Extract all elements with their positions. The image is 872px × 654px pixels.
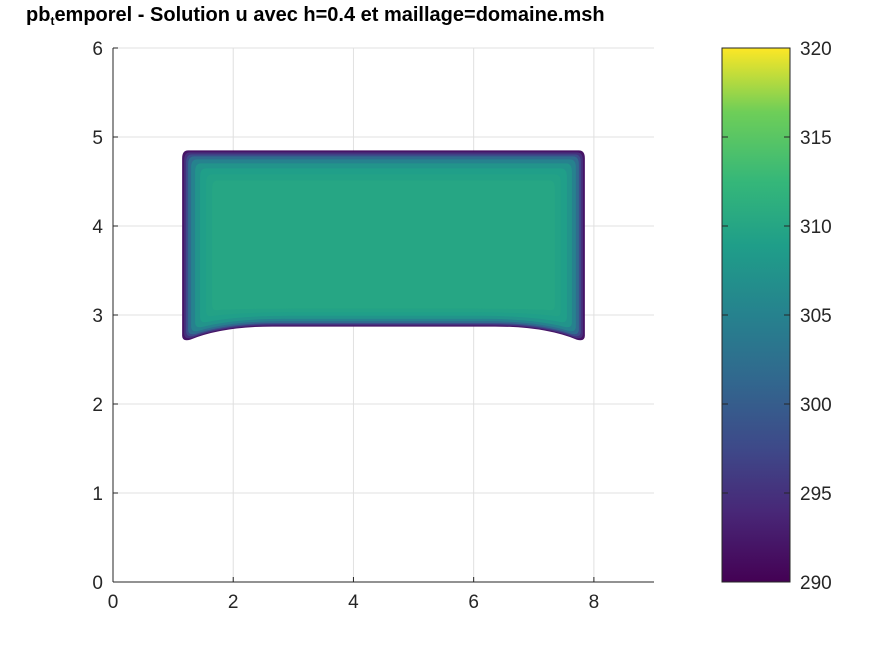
colorbar-tick-label: 290 [800, 573, 832, 594]
colorbar-gradient [721, 47, 791, 583]
y-tick-label: 2 [92, 395, 103, 416]
title-subscript: t [50, 14, 55, 28]
colorbar-tick-label: 315 [800, 128, 832, 149]
colorbar-tick-label: 310 [800, 217, 832, 238]
y-tick-label: 5 [92, 128, 103, 149]
x-tick-label: 6 [468, 592, 479, 613]
domain-band [212, 180, 555, 311]
title-prefix: pb [26, 4, 51, 26]
y-tick-label: 6 [92, 39, 103, 60]
title-suffix: emporel - Solution u avec h=0.4 et maill… [54, 4, 605, 26]
colorbar: 290 295 300 305 310 315 320 [721, 39, 832, 594]
colorbar-tick-label: 305 [800, 306, 832, 327]
x-tick-label: 0 [108, 592, 119, 613]
y-tick-labels: 0 1 2 3 4 5 6 [92, 39, 103, 594]
x-tick-labels: 0 2 4 6 8 [108, 592, 599, 613]
solution-domain [182, 150, 585, 341]
y-tick-label: 1 [92, 484, 103, 505]
x-tick-label: 8 [589, 592, 600, 613]
x-tick-label: 2 [228, 592, 239, 613]
y-tick-label: 0 [92, 573, 103, 594]
colorbar-tick-label: 300 [800, 395, 832, 416]
y-tick-label: 3 [92, 306, 103, 327]
y-tick-label: 4 [92, 217, 103, 238]
chart-title: pbtemporel - Solution u avec h=0.4 et ma… [26, 4, 605, 28]
axes [112, 47, 654, 583]
colorbar-tick-label: 295 [800, 484, 832, 505]
colorbar-tick-label: 320 [800, 39, 832, 60]
x-tick-label: 4 [348, 592, 359, 613]
